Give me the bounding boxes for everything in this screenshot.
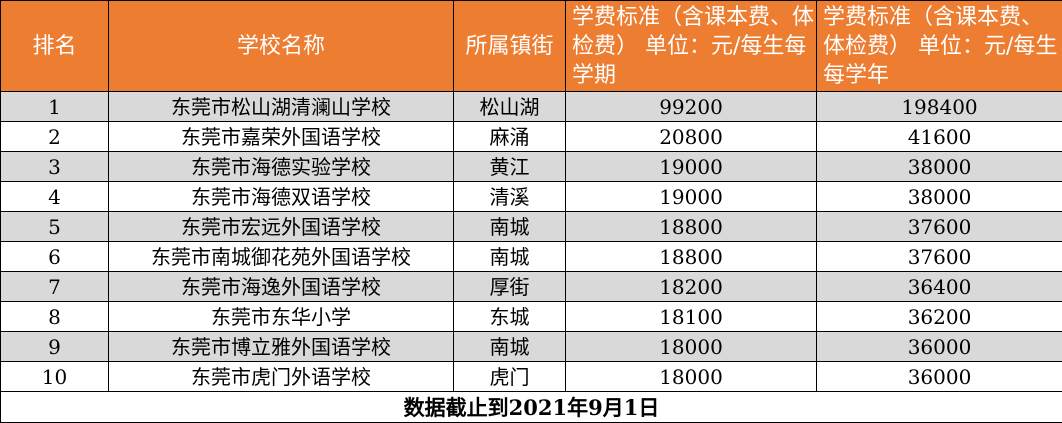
data-cutoff-note: 数据截止到2021年9月1日 (1, 392, 1062, 423)
footer-row: 数据截止到2021年9月1日 (1, 392, 1062, 423)
school-cell: 东莞市南城御花苑外国语学校 (109, 242, 454, 272)
town-cell: 清溪 (454, 182, 566, 212)
school-cell: 东莞市海德双语学校 (109, 182, 454, 212)
header-row: 排名 学校名称 所属镇街 学费标准（含课本费、体检费） 单位：元/每生每学期 学… (1, 1, 1062, 92)
town-cell: 南城 (454, 212, 566, 242)
table-row: 9 东莞市博立雅外国语学校 南城 18000 36000 (1, 332, 1062, 362)
table-row: 3 东莞市海德实验学校 黄江 19000 38000 (1, 152, 1062, 182)
table-row: 4 东莞市海德双语学校 清溪 19000 38000 (1, 182, 1062, 212)
town-cell: 黄江 (454, 152, 566, 182)
table-row: 5 东莞市宏远外国语学校 南城 18800 37600 (1, 212, 1062, 242)
table-row: 2 东莞市嘉荣外国语学校 麻涌 20800 41600 (1, 122, 1062, 152)
town-cell: 厚街 (454, 272, 566, 302)
table-row: 1 东莞市松山湖清澜山学校 松山湖 99200 198400 (1, 92, 1062, 122)
school-cell: 东莞市松山湖清澜山学校 (109, 92, 454, 122)
fee-term-cell: 19000 (566, 182, 817, 212)
fee-term-cell: 18800 (566, 242, 817, 272)
school-cell: 东莞市东华小学 (109, 302, 454, 332)
fee-term-cell: 18100 (566, 302, 817, 332)
header-town: 所属镇街 (454, 1, 566, 92)
fee-term-cell: 99200 (566, 92, 817, 122)
school-cell: 东莞市嘉荣外国语学校 (109, 122, 454, 152)
school-cell: 东莞市海德实验学校 (109, 152, 454, 182)
fee-year-cell: 36000 (817, 332, 1062, 362)
school-cell: 东莞市虎门外语学校 (109, 362, 454, 392)
fee-term-cell: 19000 (566, 152, 817, 182)
town-cell: 虎门 (454, 362, 566, 392)
fee-year-cell: 41600 (817, 122, 1062, 152)
town-cell: 东城 (454, 302, 566, 332)
fee-year-cell: 37600 (817, 242, 1062, 272)
school-cell: 东莞市宏远外国语学校 (109, 212, 454, 242)
town-cell: 南城 (454, 332, 566, 362)
rank-cell: 10 (1, 362, 109, 392)
fee-year-cell: 36200 (817, 302, 1062, 332)
rank-cell: 9 (1, 332, 109, 362)
town-cell: 松山湖 (454, 92, 566, 122)
table-row: 10 东莞市虎门外语学校 虎门 18000 36000 (1, 362, 1062, 392)
fee-term-cell: 18800 (566, 212, 817, 242)
header-fee-term: 学费标准（含课本费、体检费） 单位：元/每生每学期 (566, 1, 817, 92)
header-fee-year: 学费标准（含课本费、体检费） 单位：元/每生每学年 (817, 1, 1062, 92)
fee-year-cell: 38000 (817, 152, 1062, 182)
town-cell: 麻涌 (454, 122, 566, 152)
table-row: 7 东莞市海逸外国语学校 厚街 18200 36400 (1, 272, 1062, 302)
fee-year-cell: 37600 (817, 212, 1062, 242)
rank-cell: 4 (1, 182, 109, 212)
rank-cell: 6 (1, 242, 109, 272)
school-cell: 东莞市海逸外国语学校 (109, 272, 454, 302)
fee-term-cell: 20800 (566, 122, 817, 152)
table-row: 8 东莞市东华小学 东城 18100 36200 (1, 302, 1062, 332)
rank-cell: 3 (1, 152, 109, 182)
town-cell: 南城 (454, 242, 566, 272)
fee-term-cell: 18000 (566, 332, 817, 362)
rank-cell: 2 (1, 122, 109, 152)
fee-year-cell: 38000 (817, 182, 1062, 212)
header-school: 学校名称 (109, 1, 454, 92)
fee-year-cell: 36400 (817, 272, 1062, 302)
fee-term-cell: 18000 (566, 362, 817, 392)
rank-cell: 5 (1, 212, 109, 242)
fee-year-cell: 36000 (817, 362, 1062, 392)
fee-term-cell: 18200 (566, 272, 817, 302)
header-rank: 排名 (1, 1, 109, 92)
rank-cell: 7 (1, 272, 109, 302)
rank-cell: 1 (1, 92, 109, 122)
table-row: 6 东莞市南城御花苑外国语学校 南城 18800 37600 (1, 242, 1062, 272)
school-cell: 东莞市博立雅外国语学校 (109, 332, 454, 362)
fee-year-cell: 198400 (817, 92, 1062, 122)
rank-cell: 8 (1, 302, 109, 332)
